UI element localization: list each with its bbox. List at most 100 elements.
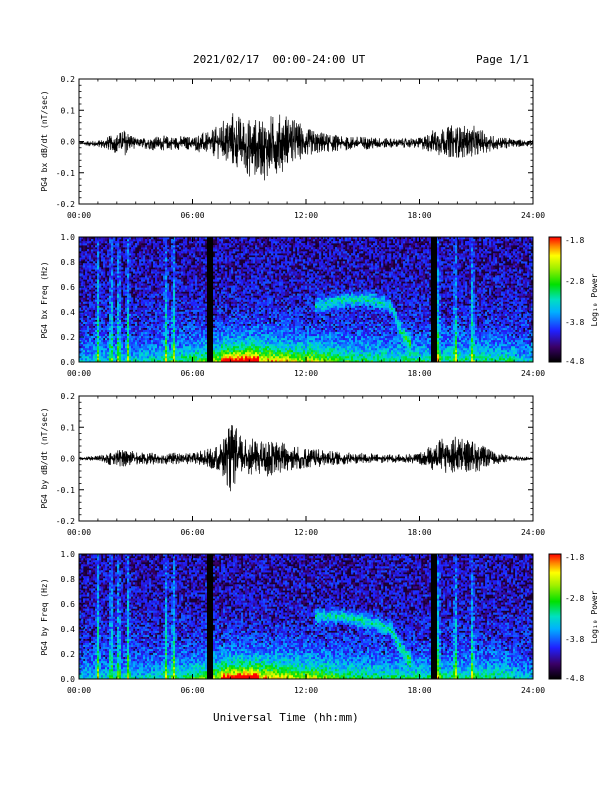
spectrogram-cell [263, 359, 266, 363]
spectrogram-cell [83, 255, 86, 258]
spectrogram-cell [247, 291, 250, 294]
spectrogram-cell [145, 303, 148, 306]
spectrogram-cell [115, 321, 118, 324]
spectrogram-cell [221, 257, 224, 260]
spectrogram-cell [135, 285, 138, 288]
spectrogram-cell [241, 329, 244, 333]
spectrogram-cell [193, 269, 196, 272]
spectrogram-cell [221, 285, 224, 288]
spectrogram-cell [229, 261, 232, 264]
spectrogram-cell [119, 249, 122, 252]
spectrogram-cell [265, 313, 268, 316]
spectrogram-cell [155, 331, 158, 335]
spectrogram-cell [227, 359, 230, 363]
spectrogram-cell [261, 297, 264, 300]
spectrogram-cell [239, 253, 242, 256]
spectrogram-cell [245, 295, 248, 298]
spectrogram-cell [135, 275, 138, 278]
spectrogram-cell [159, 303, 162, 306]
spectrogram-cell [133, 355, 136, 359]
spectrogram-cell [241, 257, 244, 260]
spectrogram-cell [179, 347, 182, 351]
spectrogram-cell [213, 355, 216, 359]
spectrogram-cell [167, 319, 170, 322]
spectrogram-cell [185, 293, 188, 296]
spectrogram-cell [99, 285, 102, 288]
spectrogram-cell [131, 285, 134, 288]
spectrogram-cell [145, 347, 148, 351]
spectrogram-cell [159, 241, 162, 244]
spectrogram-cell [101, 353, 104, 357]
bx-dbdt-trace [78, 113, 534, 181]
spectrogram-cell [257, 277, 260, 280]
spectrogram-cell [135, 289, 138, 292]
spectrogram-cell [243, 327, 246, 331]
spectrogram-cell [183, 299, 186, 302]
spectrogram-cell [233, 355, 236, 359]
spectrogram-cell [87, 245, 90, 248]
spectrogram-cell [167, 245, 170, 248]
spectrogram-cell [103, 319, 106, 322]
spectrogram-cell [125, 355, 128, 359]
spectrogram-cell [153, 343, 156, 347]
spectrogram-cell [89, 237, 92, 240]
spectrogram-cell [205, 289, 208, 292]
spectrogram-cell [257, 257, 260, 260]
spectrogram-cell [117, 307, 120, 310]
spectrogram-cell [253, 307, 256, 310]
spectrogram-cell [213, 347, 216, 351]
spectrogram-cell [259, 257, 262, 260]
spectrogram-cell [201, 309, 204, 312]
spectrogram-cell [245, 259, 248, 262]
spectrogram-cell [239, 323, 242, 327]
spectrogram-cell [137, 287, 140, 290]
spectrogram-cell [249, 335, 252, 339]
spectrogram-cell [83, 295, 86, 298]
spectrogram-cell [141, 291, 144, 294]
spectrogram-cell [119, 281, 122, 284]
spectrogram-cell [257, 341, 260, 345]
spectrogram-cell [87, 309, 90, 312]
spectrogram-cell [133, 327, 136, 331]
spectrogram-cell [97, 275, 100, 278]
spectrogram-cell [269, 347, 272, 351]
spectrogram-cell [235, 295, 238, 298]
spectrogram-cell [245, 337, 248, 341]
spectrogram-cell [205, 341, 208, 345]
spectrogram-cell [89, 347, 92, 351]
spectrogram-cell [239, 239, 242, 242]
spectrogram-cell [119, 257, 122, 260]
spectrogram-cell [161, 349, 164, 353]
spectrogram-cell [167, 345, 170, 349]
spectrogram-cell [189, 285, 192, 288]
spectrogram-cell [203, 349, 206, 353]
spectrogram-cell [239, 321, 242, 324]
spectrogram-cell [213, 247, 216, 250]
spectrogram-cell [93, 349, 96, 353]
spectrogram-cell [113, 327, 116, 331]
spectrogram-cell [205, 293, 208, 296]
spectrogram-cell [177, 333, 180, 337]
spectrogram-cell [125, 343, 128, 347]
spectrogram-cell [247, 333, 250, 337]
spectrogram-cell [81, 297, 84, 300]
spectrogram-cell [163, 241, 166, 244]
spectrogram-cell [217, 291, 220, 294]
spectrogram-cell [141, 351, 144, 355]
spectrogram-cell [261, 265, 264, 268]
spectrogram-cell [267, 355, 270, 359]
spectrogram-cell [153, 251, 156, 254]
spectrogram-cell [251, 251, 254, 254]
spectrogram-cell [181, 313, 184, 316]
spectrogram-cell [257, 305, 260, 308]
spectrogram-cell [109, 291, 112, 294]
spectrogram-cell [259, 273, 262, 276]
spectrogram-cell [219, 259, 222, 262]
spectrogram-cell [197, 319, 200, 322]
spectrogram-cell [205, 313, 208, 316]
spectrogram-cell [225, 237, 228, 240]
spectrogram-cell [143, 355, 146, 359]
spectrogram-cell [225, 263, 228, 266]
spectrogram-cell [123, 293, 126, 296]
spectrogram-cell [87, 241, 90, 244]
